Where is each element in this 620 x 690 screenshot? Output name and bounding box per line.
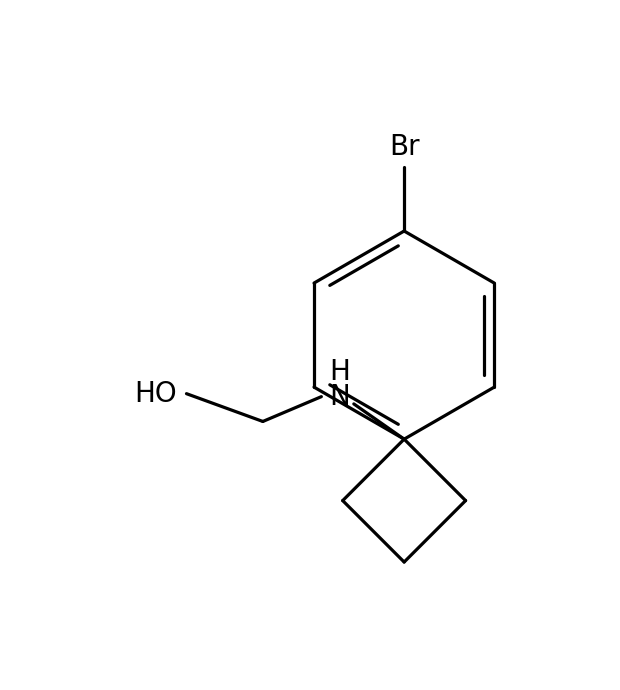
Text: N: N <box>329 383 350 411</box>
Text: H: H <box>329 358 350 386</box>
Text: Br: Br <box>389 132 420 161</box>
Text: HO: HO <box>134 380 177 408</box>
